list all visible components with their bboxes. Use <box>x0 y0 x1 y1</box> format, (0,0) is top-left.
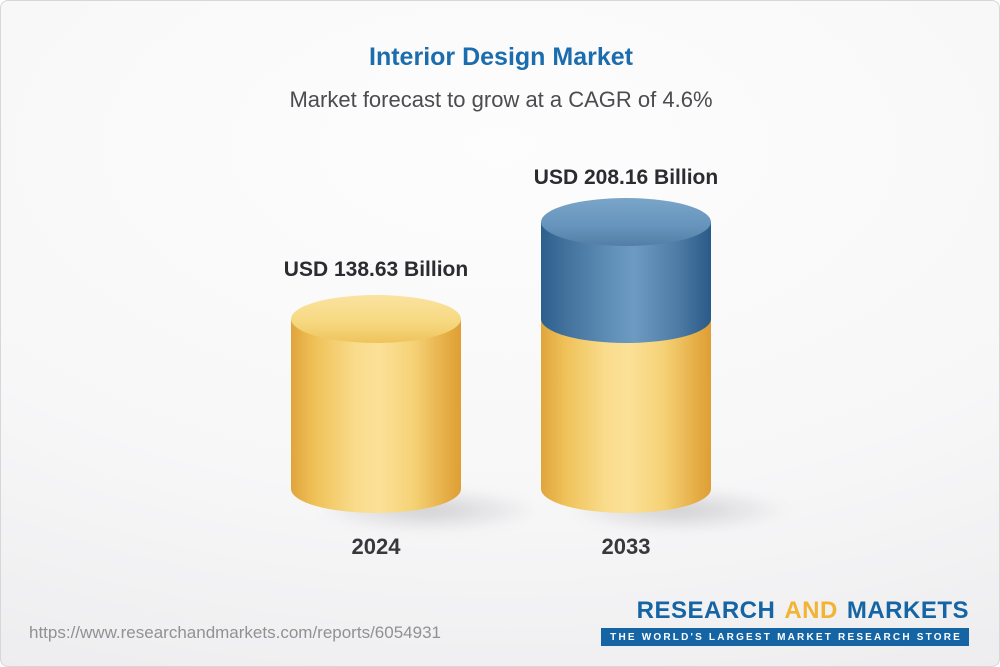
x-axis-label-2033: 2033 <box>601 534 651 559</box>
logo-word-and: AND <box>784 597 838 624</box>
bar-cylinder-2024 <box>291 294 461 513</box>
logo-word-markets: MARKETS <box>846 597 969 624</box>
bar-2024-body <box>291 318 461 513</box>
bar-2033-base-body <box>541 318 711 513</box>
value-label-2033: USD 208.16 Billion <box>533 166 719 189</box>
chart-title: Interior Design Market <box>369 43 633 71</box>
bar-2033-top-ellipse <box>541 197 711 246</box>
logo-tagline: THE WORLD'S LARGEST MARKET RESEARCH STOR… <box>601 628 969 647</box>
report-url-link[interactable]: https://www.researchandmarkets.com/repor… <box>29 623 441 642</box>
value-label-2024: USD 138.63 Billion <box>283 258 469 281</box>
research-and-markets-logo: RESEARCH AND MARKETS THE WORLD'S LARGEST… <box>601 597 969 647</box>
x-axis-label-2024: 2024 <box>351 534 401 559</box>
bar-cylinder-2033-base-segment <box>541 318 711 513</box>
logo-word-research: RESEARCH <box>636 597 776 624</box>
bar-cylinder-2033-growth-segment <box>541 197 711 343</box>
logo-wordmark: RESEARCH AND MARKETS <box>636 597 969 624</box>
bar-2024-top-ellipse <box>291 294 461 343</box>
chart-subtitle: Market forecast to grow at a CAGR of 4.6… <box>289 87 713 112</box>
